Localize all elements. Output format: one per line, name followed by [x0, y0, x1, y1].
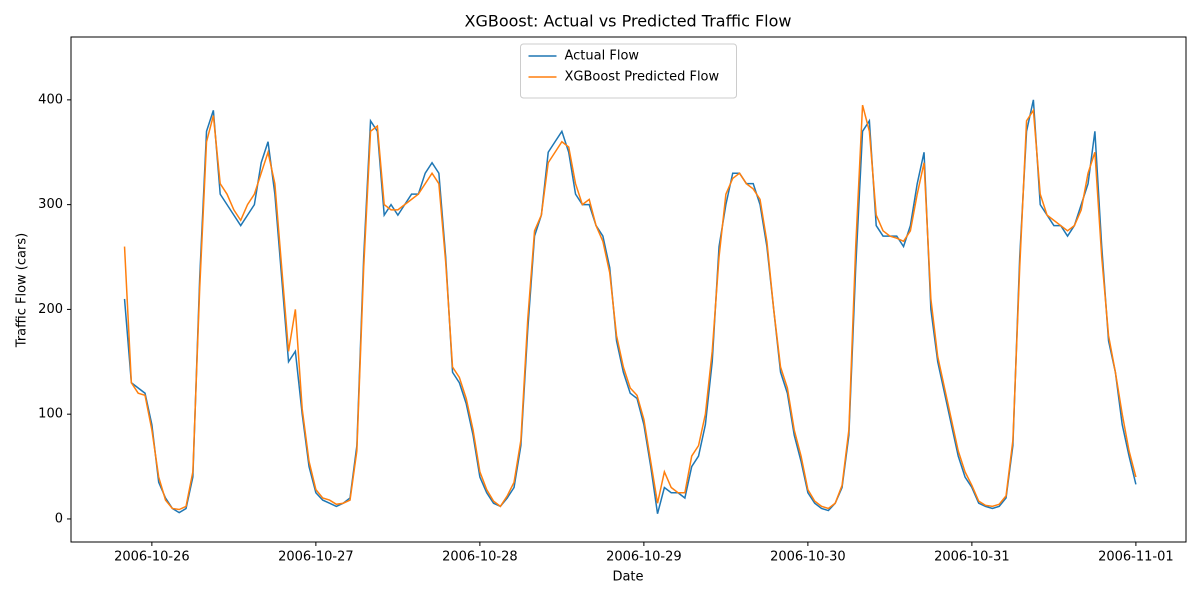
y-tick-label: 200 [38, 302, 63, 317]
data-line [123, 99, 1137, 514]
x-tick-label: 2006-10-28 [442, 550, 518, 565]
x-tick-label: 2006-11-01 [1098, 550, 1174, 565]
legend: Actual Flow XGBoost Predicted Flow [520, 43, 737, 99]
legend-label: Actual Flow [565, 49, 640, 64]
y-tick-label: 300 [38, 197, 63, 212]
plot-frame [70, 36, 1187, 543]
y-tick-label: 400 [38, 92, 63, 107]
x-axis-label: Date [612, 570, 643, 585]
x-tick-label: 2006-10-30 [770, 550, 846, 565]
x-tick-label: 2006-10-27 [278, 550, 354, 565]
y-axis-label: Traffic Flow (cars) [15, 233, 30, 348]
x-tick-label: 2006-10-26 [114, 550, 190, 565]
x-tick-label: 2006-10-29 [606, 550, 682, 565]
chart-title: XGBoost: Actual vs Predicted Traffic Flo… [465, 12, 792, 31]
legend-box [520, 43, 737, 99]
legend-label: XGBoost Predicted Flow [565, 70, 720, 85]
y-tick-label: 100 [38, 407, 63, 422]
x-tick-label: 2006-10-31 [934, 550, 1010, 565]
data-line [123, 104, 1137, 511]
y-tick-label: 0 [55, 511, 63, 526]
